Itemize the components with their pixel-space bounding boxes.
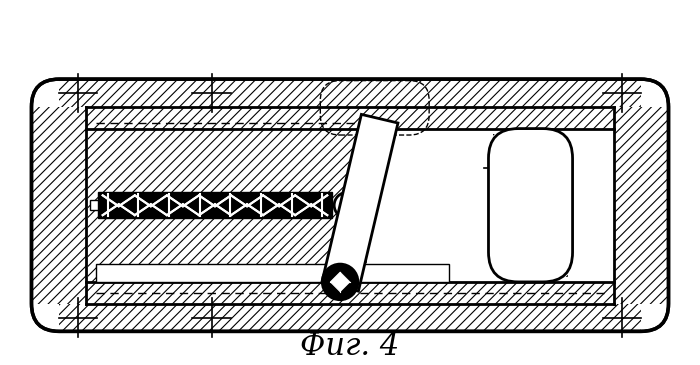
Polygon shape (330, 272, 350, 292)
Bar (96, 264, 449, 282)
Bar (98, 192, 332, 218)
Bar (90, 200, 120, 210)
FancyBboxPatch shape (489, 128, 573, 282)
Circle shape (322, 264, 358, 300)
FancyBboxPatch shape (32, 79, 668, 331)
Circle shape (334, 192, 360, 218)
Text: Фиг. 4: Фиг. 4 (300, 331, 400, 362)
Polygon shape (322, 114, 398, 291)
